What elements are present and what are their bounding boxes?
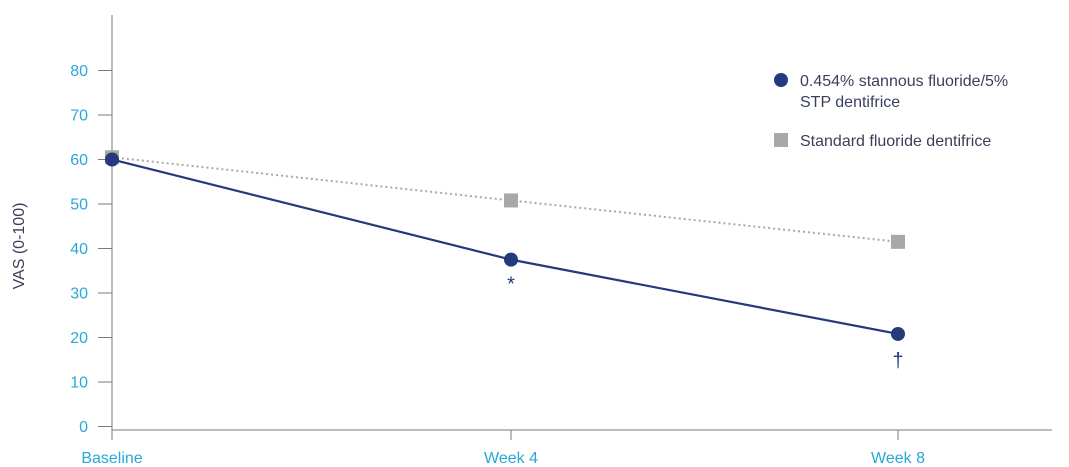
series-2-point	[891, 234, 905, 249]
y-tick-label: 40	[70, 241, 88, 258]
legend: 0.454% stannous fluoride/5% STP dentifric…	[774, 73, 1008, 150]
y-tick-label: 70	[70, 108, 88, 125]
x-tick-label: Week 8	[871, 450, 925, 467]
series-1-point	[891, 326, 905, 341]
legend-square-icon	[774, 133, 788, 147]
legend-label-series-1: 0.454% stannous fluoride/5%	[800, 73, 1008, 90]
y-tick-label: 80	[70, 63, 88, 80]
significance-marker: †	[892, 350, 903, 372]
series-1-point	[504, 252, 518, 267]
axes	[111, 15, 1052, 431]
y-tick-label: 60	[70, 152, 88, 169]
legend-label-series-1: STP dentifrice	[800, 94, 900, 111]
y-axis-ticks: 0 10 20 30 40 50 60 70 80	[70, 63, 112, 436]
y-tick-label: 10	[70, 375, 88, 392]
y-tick-label: 30	[70, 286, 88, 303]
series-2-point	[504, 193, 518, 208]
y-tick-label: 50	[70, 197, 88, 214]
series-1: *†	[105, 152, 905, 372]
y-tick-label: 0	[79, 419, 88, 436]
legend-label-series-2: Standard fluoride dentifrice	[800, 133, 991, 150]
x-axis-ticks: Baseline Week 4 Week 8	[81, 430, 925, 467]
legend-circle-icon	[774, 73, 788, 87]
y-axis-title: VAS (0-100)	[11, 203, 28, 290]
series-2	[105, 150, 905, 249]
series-1-line	[111, 158, 899, 336]
series-1-point	[105, 152, 119, 167]
x-tick-label: Baseline	[81, 450, 142, 467]
y-tick-label: 20	[70, 330, 88, 347]
series-group: *†	[105, 150, 905, 372]
significance-marker: *	[507, 274, 515, 296]
x-tick-label: Week 4	[484, 450, 538, 467]
